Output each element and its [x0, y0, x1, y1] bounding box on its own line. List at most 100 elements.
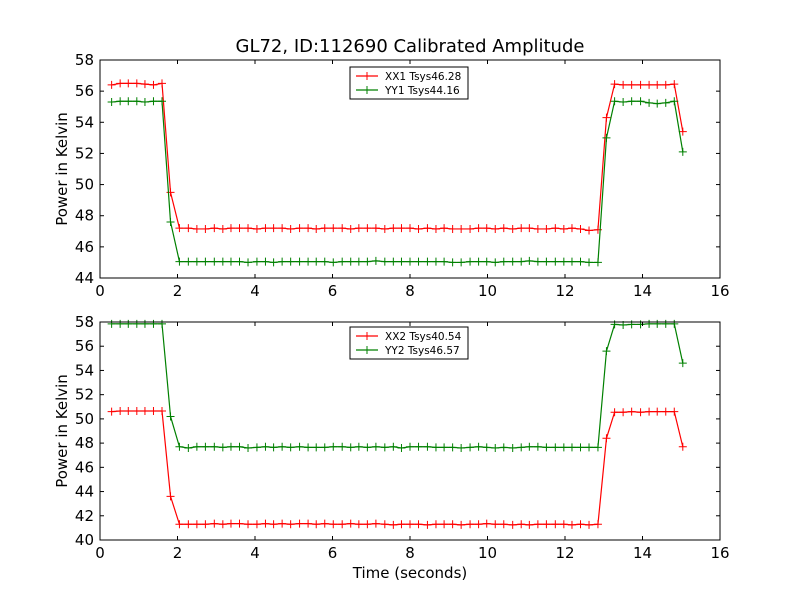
data-point-1-1	[517, 443, 526, 452]
data-point-0-1	[346, 257, 355, 266]
data-point-0-1	[466, 257, 475, 266]
data-point-1-0	[226, 519, 235, 528]
data-point-1-1	[645, 319, 654, 328]
data-point-0-1	[525, 256, 534, 265]
data-point-1-0	[124, 407, 133, 416]
data-point-1-1	[201, 442, 210, 451]
data-point-1-0	[380, 520, 389, 529]
data-point-0-0	[389, 224, 398, 233]
data-point-1-1	[269, 443, 278, 452]
data-point-1-1	[414, 442, 423, 451]
x-tick-label: 10	[478, 544, 497, 562]
data-point-1-1	[320, 443, 329, 452]
data-point-0-0	[252, 224, 261, 233]
data-point-1-1	[312, 443, 321, 452]
data-point-1-0	[371, 519, 380, 528]
data-point-1-0	[457, 520, 466, 529]
x-tick-label: 14	[633, 544, 652, 562]
data-point-0-1	[116, 97, 125, 106]
data-point-0-1	[440, 257, 449, 266]
data-point-0-1	[286, 257, 295, 266]
data-point-0-0	[201, 224, 210, 233]
x-tick-label: 14	[633, 282, 652, 300]
data-point-0-0	[576, 224, 585, 233]
data-point-1-0	[627, 407, 636, 416]
data-point-1-0	[585, 520, 594, 529]
data-point-1-0	[567, 520, 576, 529]
data-point-1-0	[201, 520, 210, 529]
data-point-1-1	[363, 443, 372, 452]
data-point-1-1	[192, 442, 201, 451]
data-point-0-1	[533, 257, 542, 266]
data-point-1-0	[431, 520, 440, 529]
data-point-1-0	[158, 407, 166, 416]
data-point-0-0	[653, 80, 662, 89]
x-tick-label: 12	[555, 282, 574, 300]
data-point-0-0	[406, 224, 414, 233]
data-point-0-0	[602, 113, 611, 122]
data-point-0-0	[210, 224, 219, 233]
x-tick-label: 16	[710, 282, 729, 300]
data-point-0-1	[389, 257, 398, 266]
data-point-1-0	[525, 520, 534, 529]
data-point-0-0	[278, 224, 287, 233]
data-point-0-0	[423, 224, 432, 233]
data-point-0-1	[517, 257, 526, 266]
data-point-0-1	[670, 97, 679, 106]
data-point-1-0	[653, 407, 662, 416]
y-axis-title: Power in Kelvin	[53, 112, 71, 226]
data-point-0-1	[678, 147, 687, 156]
data-point-0-0	[645, 80, 654, 89]
data-point-1-0	[678, 442, 687, 451]
data-point-0-0	[304, 224, 313, 233]
data-point-1-0	[593, 520, 602, 529]
y-tick-label: 46	[75, 458, 94, 476]
x-tick-label: 10	[478, 282, 497, 300]
x-tick-label: 0	[95, 282, 105, 300]
data-point-0-1	[585, 258, 594, 267]
data-point-1-0	[304, 519, 313, 528]
data-point-1-1	[602, 347, 611, 356]
data-point-1-1	[559, 443, 568, 452]
y-tick-label: 52	[75, 144, 94, 162]
data-point-0-1	[320, 257, 329, 266]
data-point-0-0	[448, 224, 457, 233]
data-point-1-0	[466, 520, 475, 529]
data-point-0-0	[559, 224, 568, 233]
data-point-0-0	[286, 224, 295, 233]
y-tick-label: 52	[75, 386, 94, 404]
data-point-1-1	[158, 319, 166, 328]
data-point-0-1	[269, 258, 278, 267]
data-point-1-0	[132, 407, 141, 416]
data-point-0-0	[354, 224, 363, 233]
data-point-0-0	[440, 224, 449, 233]
data-point-0-1	[567, 257, 576, 266]
data-point-1-1	[149, 319, 158, 328]
legend-box	[349, 66, 469, 100]
data-point-1-0	[175, 520, 184, 529]
data-point-1-1	[329, 442, 338, 451]
data-point-0-0	[107, 80, 116, 89]
data-point-0-0	[261, 224, 270, 233]
data-point-1-1	[448, 443, 457, 452]
data-point-1-1	[542, 443, 551, 452]
data-point-1-1	[116, 319, 125, 328]
data-point-0-1	[491, 258, 500, 267]
data-point-0-1	[576, 257, 585, 266]
data-point-0-0	[457, 224, 466, 233]
data-point-0-0	[474, 224, 483, 233]
data-point-0-1	[338, 257, 347, 266]
data-point-0-0	[397, 224, 406, 233]
data-point-1-1	[175, 442, 184, 451]
data-point-0-0	[346, 224, 355, 233]
data-point-0-1	[201, 257, 210, 266]
data-point-1-1	[184, 443, 193, 452]
data-point-1-0	[559, 520, 568, 529]
data-point-1-1	[593, 443, 602, 452]
data-point-1-1	[525, 442, 534, 451]
data-point-0-1	[593, 258, 602, 267]
data-point-0-1	[474, 257, 483, 266]
data-point-0-1	[210, 257, 219, 266]
data-point-0-1	[304, 257, 313, 266]
data-point-1-0	[252, 520, 261, 529]
